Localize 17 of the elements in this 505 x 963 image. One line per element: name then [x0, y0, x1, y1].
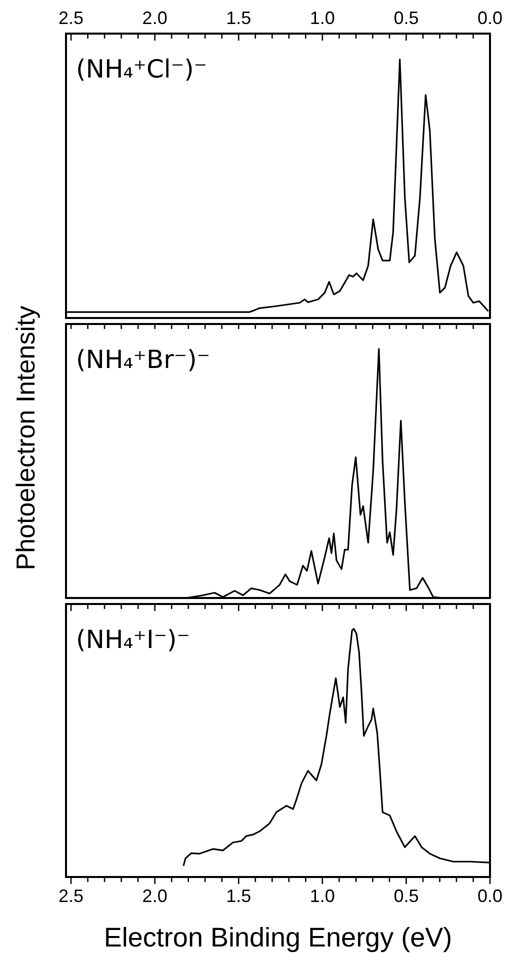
annotation: (NH₄⁺Br⁻)⁻	[76, 345, 210, 374]
x-tick-label: 1.0	[310, 8, 335, 28]
x-tick-label: 2.5	[58, 886, 84, 906]
annotation: (NH₄⁺I⁻)⁻	[76, 625, 190, 654]
x-tick-label: 0.0	[477, 886, 503, 906]
x-axis-title: Electron Binding Energy (eV)	[104, 922, 452, 952]
x-tick-label: 0.5	[394, 886, 419, 906]
x-tick-label: 2.5	[58, 8, 84, 28]
y-axis-title: Photoelectron Intensity	[10, 306, 42, 570]
x-tick-label: 0.0	[477, 8, 503, 28]
x-tick-label: 2.0	[142, 8, 168, 28]
annotation: (NH₄⁺Cl⁻)⁻	[76, 54, 208, 84]
x-tick-label: 1.5	[226, 886, 252, 906]
x-tick-label: 2.0	[142, 886, 168, 906]
x-tick-label: 0.5	[394, 8, 419, 28]
x-tick-label: 1.5	[226, 8, 252, 28]
x-tick-label: 1.0	[310, 886, 335, 906]
